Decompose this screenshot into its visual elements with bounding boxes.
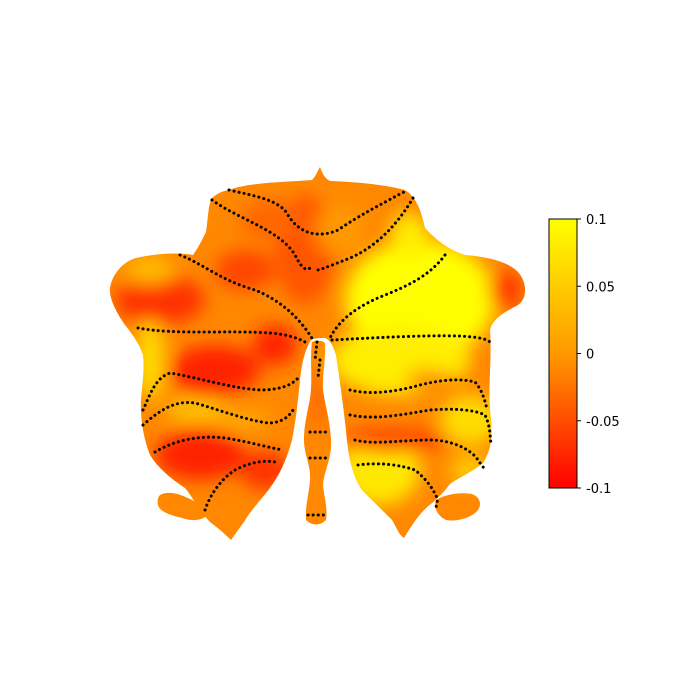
boundary-left-lobe-4 [203, 459, 277, 512]
colorbar-tick-label: 0.1 [586, 213, 607, 228]
boundary-upper-arc [227, 188, 406, 236]
boundary-left-lobe-3 [153, 435, 285, 454]
boundary-right-lobe-2 [348, 407, 493, 447]
colorbar-tick-label: 0.05 [586, 280, 615, 295]
colorbar-gradient [548, 218, 578, 489]
colorbar-tick-label: 0 [586, 348, 594, 363]
colorbar-tick-label: -0.1 [586, 482, 611, 497]
boundary-right-horizontal [330, 334, 492, 344]
boundary-right-upper [316, 196, 415, 272]
boundary-left-lobe-1 [141, 371, 300, 412]
colorbar-ticks: 0.1 0.05 0 -0.05 -0.1 [577, 213, 620, 497]
boundary-left-diagonal [178, 253, 315, 342]
colorbar-tick-label: -0.05 [586, 415, 620, 430]
colorbar: 0.1 0.05 0 -0.05 -0.1 [548, 213, 620, 497]
boundary-vermis-1 [313, 340, 319, 362]
boundary-right-lobe-4 [356, 462, 439, 512]
boundary-right-lobe-3 [353, 438, 486, 470]
boundary-left-upper [210, 198, 312, 271]
boundary-right-lobe-1 [348, 378, 489, 412]
boundary-vermis-2 [316, 358, 322, 380]
lobule-boundaries [136, 188, 493, 517]
boundary-left-horizontal [136, 326, 307, 344]
boundary-right-diagonal [328, 253, 447, 340]
boundary-left-lobe-2 [141, 400, 295, 427]
activation-map [109, 167, 526, 540]
